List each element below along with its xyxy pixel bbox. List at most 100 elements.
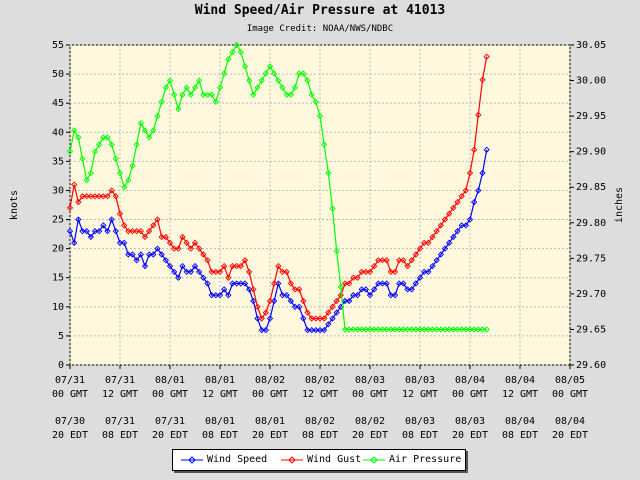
x-tick-label-gmt-time: 00 GMT xyxy=(252,389,288,400)
air-pressure-point xyxy=(391,326,399,333)
air-pressure-point xyxy=(100,134,107,141)
wind-gust-point xyxy=(79,193,86,200)
wind-speed-point xyxy=(96,228,103,235)
wind-speed-point xyxy=(183,268,190,276)
right-tick-label: 29.75 xyxy=(576,253,606,264)
air-pressure-point xyxy=(275,77,282,84)
left-tick-label: 40 xyxy=(52,127,64,138)
left-tick-label: 30 xyxy=(52,185,64,196)
wind-speed-point xyxy=(237,280,244,287)
wind-speed-point xyxy=(433,257,440,264)
air-pressure-point xyxy=(187,91,194,98)
legend: Wind Speed Wind Gust Air Pressure xyxy=(172,449,466,471)
wind-gust-point xyxy=(475,111,482,118)
wind-gust-point xyxy=(146,228,153,235)
wind-gust-point xyxy=(337,292,344,299)
wind-speed-point xyxy=(450,233,457,241)
wind-gust-point xyxy=(479,76,486,84)
x-tick-label-gmt-date: 08/03 xyxy=(355,375,385,386)
wind-gust-point xyxy=(350,274,357,281)
wind-gust-point xyxy=(396,257,403,264)
air-pressure-point xyxy=(366,326,374,333)
air-pressure-point xyxy=(66,148,74,155)
air-pressure-point xyxy=(308,91,315,98)
wind-gust-point xyxy=(133,228,140,235)
air-pressure-point xyxy=(79,155,86,162)
wind-speed-point xyxy=(87,233,94,241)
x-tick-label-edt-time: 08 EDT xyxy=(302,430,338,441)
air-pressure-point xyxy=(237,48,244,56)
air-pressure-point xyxy=(212,98,219,106)
left-tick-label: 55 xyxy=(52,40,64,51)
wind-gust-point xyxy=(171,245,178,252)
wind-gust-point xyxy=(258,315,265,322)
air-pressure-point xyxy=(250,91,257,98)
wind-speed-point xyxy=(196,268,203,276)
grid-lines xyxy=(69,44,571,366)
x-tick-label-gmt-time: 00 GMT xyxy=(552,389,588,400)
x-tick-label-edt-time: 20 EDT xyxy=(152,430,188,441)
air-pressure-point xyxy=(329,205,336,212)
air-pressure-point xyxy=(412,326,419,333)
wind-gust-point xyxy=(104,193,111,200)
wind-gust-point xyxy=(379,257,386,264)
wind-speed-point xyxy=(458,222,465,229)
wind-gust-point xyxy=(383,257,390,264)
left-tick-label: 35 xyxy=(52,156,64,167)
wind-speed-point xyxy=(429,262,436,270)
wind-gust-point xyxy=(166,239,174,246)
wind-speed-point xyxy=(362,286,369,293)
wind-speed-point xyxy=(387,292,394,299)
wind-gust-point xyxy=(191,239,199,246)
x-tick-label-edt-date: 08/03 xyxy=(455,416,485,427)
left-tick-label: 45 xyxy=(52,98,64,109)
left-tick-label: 5 xyxy=(58,331,64,342)
wind-speed-point xyxy=(229,280,236,287)
wind-gust-point xyxy=(87,193,94,200)
wind-gust-point xyxy=(187,245,194,252)
wind-speed-point xyxy=(396,280,403,287)
air-pressure-point xyxy=(83,176,90,184)
wind-gust-point xyxy=(346,280,353,287)
wind-gust-point xyxy=(154,216,161,223)
wind-speed-point xyxy=(116,239,124,246)
wind-speed-point xyxy=(316,326,324,334)
wind-gust-point xyxy=(483,53,490,60)
x-tick-label-edt-date: 08/01 xyxy=(255,416,285,427)
wind-gust-point xyxy=(279,268,286,276)
air-pressure-point xyxy=(179,91,186,98)
left-tick-label: 15 xyxy=(52,273,64,284)
wind-gust-point xyxy=(312,315,319,322)
x-tick-label-edt-time: 20 EDT xyxy=(52,430,88,441)
wind-gust-point xyxy=(425,239,432,246)
wind-gust-point xyxy=(366,268,374,276)
wind-gust-point xyxy=(196,245,203,252)
right-tick-label: 29.70 xyxy=(576,289,606,300)
air-pressure-point xyxy=(341,326,349,333)
air-pressure-point xyxy=(208,91,215,98)
wind-gust-point xyxy=(200,251,207,258)
wind-speed-point xyxy=(171,268,178,276)
wind-gust-point xyxy=(296,286,303,293)
wind-speed-point xyxy=(366,292,374,299)
x-tick-label-gmt-date: 08/03 xyxy=(405,375,435,386)
air-pressure-point xyxy=(379,326,386,333)
wind-gust-point xyxy=(375,257,382,264)
air-pressure-point xyxy=(458,326,465,333)
wind-speed-point xyxy=(154,245,161,252)
wind-speed-line xyxy=(69,149,488,331)
right-tick-label: 29.60 xyxy=(576,360,606,371)
air-pressure-point xyxy=(162,84,169,91)
wind-gust-point xyxy=(216,268,224,276)
air-pressure-point xyxy=(475,326,482,333)
wind-speed-point xyxy=(75,216,82,223)
wind-gust-point xyxy=(454,198,461,206)
left-tick-label: 50 xyxy=(52,69,64,80)
x-tick-label-gmt-time: 00 GMT xyxy=(52,389,88,400)
air-pressure-point xyxy=(354,326,361,333)
left-tick-label: 25 xyxy=(52,215,64,226)
wind-speed-point xyxy=(404,286,411,293)
legend-label: Air Pressure xyxy=(389,454,462,465)
air-pressure-line-icon xyxy=(363,456,385,464)
